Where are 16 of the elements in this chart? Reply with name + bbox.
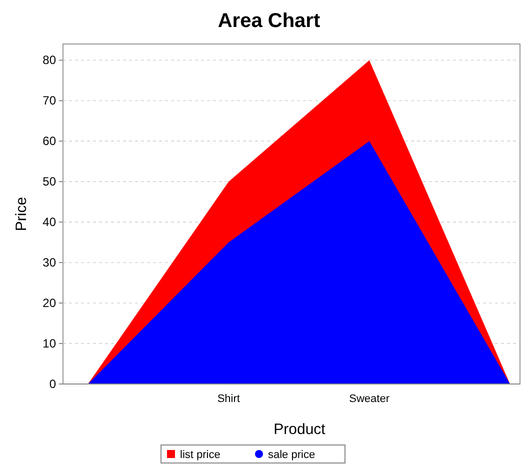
y-tick-label: 60 — [42, 134, 56, 148]
y-tick-label: 50 — [42, 174, 56, 189]
y-tick-label: 30 — [42, 256, 56, 270]
y-tick-label: 80 — [42, 53, 56, 68]
x-tick-label: Shirt — [217, 393, 240, 405]
y-axis-title: Price — [13, 196, 30, 232]
x-axis-title: Product — [274, 421, 326, 438]
legend-label: list price — [180, 449, 220, 461]
legend-label: sale price — [268, 449, 316, 461]
y-tick-label: 70 — [42, 94, 56, 108]
y-tick-label: 0 — [49, 377, 56, 391]
x-tick-label: Sweater — [349, 393, 390, 405]
y-tick-label: 40 — [42, 215, 56, 230]
y-tick-label: 20 — [42, 296, 56, 310]
chart-title: Area Chart — [218, 10, 320, 32]
y-tick-label: 10 — [42, 336, 56, 351]
